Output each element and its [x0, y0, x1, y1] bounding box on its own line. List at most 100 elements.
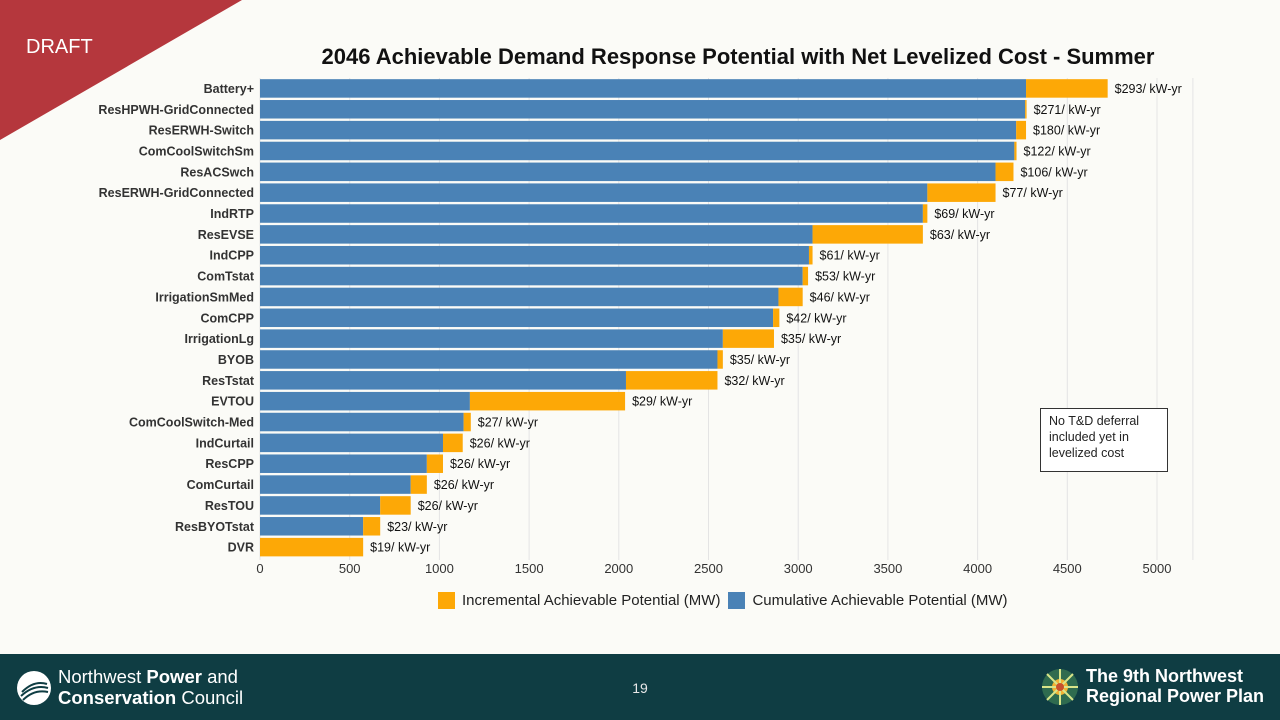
- bar-incremental: [463, 412, 471, 432]
- bar-cumulative: [260, 517, 364, 536]
- category-label: BYOB: [218, 353, 254, 367]
- data-label: $23/ kW-yr: [387, 520, 447, 534]
- x-tick-label: 1500: [515, 561, 544, 576]
- bar-incremental: [1014, 141, 1017, 161]
- legend-swatch-incremental: [438, 592, 455, 609]
- x-tick-label: 4500: [1053, 561, 1082, 576]
- category-label: IndRTP: [210, 207, 254, 221]
- footer: Northwest Power and Conservation Council…: [0, 654, 1280, 720]
- category-label: ResTOU: [205, 499, 254, 513]
- legend-item-cumulative: Cumulative Achievable Potential (MW): [728, 592, 1008, 609]
- x-tick-label: 3500: [873, 561, 902, 576]
- data-label: $26/ kW-yr: [470, 436, 530, 450]
- bar-cumulative: [260, 391, 470, 411]
- category-label: DVR: [228, 541, 254, 555]
- x-tick-label: 4000: [963, 561, 992, 576]
- power-plan-name: The 9th Northwest Regional Power Plan: [1086, 666, 1264, 706]
- bar-cumulative: [260, 350, 718, 369]
- bar-cumulative: [260, 141, 1015, 161]
- legend-label-cumulative: Cumulative Achievable Potential (MW): [752, 592, 1008, 609]
- category-label: IndCPP: [210, 249, 254, 263]
- bar-cumulative: [260, 496, 381, 515]
- x-tick-label: 2000: [604, 561, 633, 576]
- label-layer: 0 500 1000 1500 2000 2500 3000 3500 4000 4500 5000…: [98, 82, 1181, 576]
- org-name-part: Northwest: [58, 666, 147, 687]
- bar-cumulative: [260, 225, 813, 244]
- org-name-part: Council: [176, 687, 244, 708]
- data-label: $63/ kW-yr: [930, 228, 990, 242]
- data-label: $69/ kW-yr: [934, 207, 994, 221]
- category-label: ResACSwch: [180, 165, 254, 179]
- note-box: No T&D deferral included yet in levelize…: [1040, 408, 1168, 472]
- bar-incremental: [1016, 120, 1027, 140]
- data-label: $77/ kW-yr: [1003, 186, 1063, 200]
- category-label: EVTOU: [211, 395, 254, 409]
- bar-incremental: [802, 266, 809, 286]
- data-label: $61/ kW-yr: [820, 249, 880, 263]
- draft-banner: [0, 0, 242, 140]
- data-label: $35/ kW-yr: [781, 332, 841, 346]
- bar-incremental: [922, 204, 928, 223]
- bar-chart: 0 500 1000 1500 2000 2500 3000 3500 4000 4500 5000…: [98, 78, 1194, 576]
- legend-swatch-cumulative: [728, 592, 746, 609]
- bar-incremental: [380, 496, 411, 515]
- data-label: $293/ kW-yr: [1115, 82, 1182, 96]
- data-label: $29/ kW-yr: [632, 395, 692, 409]
- chart-legend: Incremental Achievable Potential (MW) Cu…: [438, 592, 1016, 609]
- category-label: ResTstat: [202, 374, 255, 388]
- category-label: ComCPP: [201, 311, 254, 325]
- category-label: ResHPWH-GridConnected: [98, 103, 254, 117]
- plan-name-line: Regional Power Plan: [1086, 686, 1265, 706]
- page-number: 19: [632, 680, 648, 696]
- power-plan-logo-icon: [1042, 669, 1078, 705]
- category-label: ComTstat: [197, 270, 255, 284]
- data-label: $26/ kW-yr: [450, 457, 510, 471]
- category-label: ResERWH-Switch: [149, 124, 254, 138]
- data-label: $46/ kW-yr: [810, 290, 870, 304]
- x-tick-label: 3000: [784, 561, 813, 576]
- x-tick-label: 2500: [694, 561, 723, 576]
- category-label: ComCurtail: [187, 478, 254, 492]
- data-label: $271/ kW-yr: [1034, 103, 1101, 117]
- bar-incremental: [363, 517, 381, 536]
- x-tick-label: 500: [339, 561, 361, 576]
- bar-cumulative: [260, 329, 723, 348]
- bar-incremental: [717, 350, 723, 369]
- bar-cumulative: [260, 433, 443, 453]
- organization-name: Northwest Power and Conservation Council: [58, 666, 243, 708]
- bar-cumulative: [260, 475, 411, 494]
- org-name-part: Power: [146, 666, 202, 687]
- nwpcc-logo-icon: [17, 671, 51, 705]
- bar-incremental: [410, 475, 427, 494]
- plan-name-line: The 9th Northwest: [1086, 666, 1244, 686]
- bar-layer: [260, 79, 1108, 557]
- data-label: $53/ kW-yr: [815, 270, 875, 284]
- bar-incremental: [722, 329, 774, 348]
- org-name-part: and: [201, 666, 238, 687]
- bar-cumulative: [260, 79, 1027, 98]
- bar-incremental: [260, 537, 364, 557]
- data-label: $26/ kW-yr: [434, 478, 494, 492]
- data-label: $35/ kW-yr: [730, 353, 790, 367]
- bar-incremental: [778, 287, 803, 307]
- x-tick-label: 1000: [425, 561, 454, 576]
- category-label: IrrigationLg: [185, 332, 254, 346]
- bar-incremental: [773, 308, 780, 328]
- bar-cumulative: [260, 266, 803, 286]
- data-label: $19/ kW-yr: [370, 541, 430, 555]
- bar-incremental: [927, 183, 996, 202]
- draft-label: DRAFT: [26, 36, 93, 58]
- bar-cumulative: [260, 183, 928, 202]
- bar-cumulative: [260, 371, 626, 390]
- bar-cumulative: [260, 412, 464, 432]
- bar-cumulative: [260, 308, 774, 328]
- x-tick-label: 5000: [1143, 561, 1172, 576]
- x-tick-label: 0: [256, 561, 263, 576]
- category-label: ComCoolSwitchSm: [139, 144, 254, 158]
- category-label: IrrigationSmMed: [155, 290, 254, 304]
- category-label: IndCurtail: [196, 436, 254, 450]
- data-label: $27/ kW-yr: [478, 416, 538, 430]
- bar-incremental: [625, 371, 718, 390]
- bar-cumulative: [260, 100, 1026, 119]
- data-label: $42/ kW-yr: [786, 311, 846, 325]
